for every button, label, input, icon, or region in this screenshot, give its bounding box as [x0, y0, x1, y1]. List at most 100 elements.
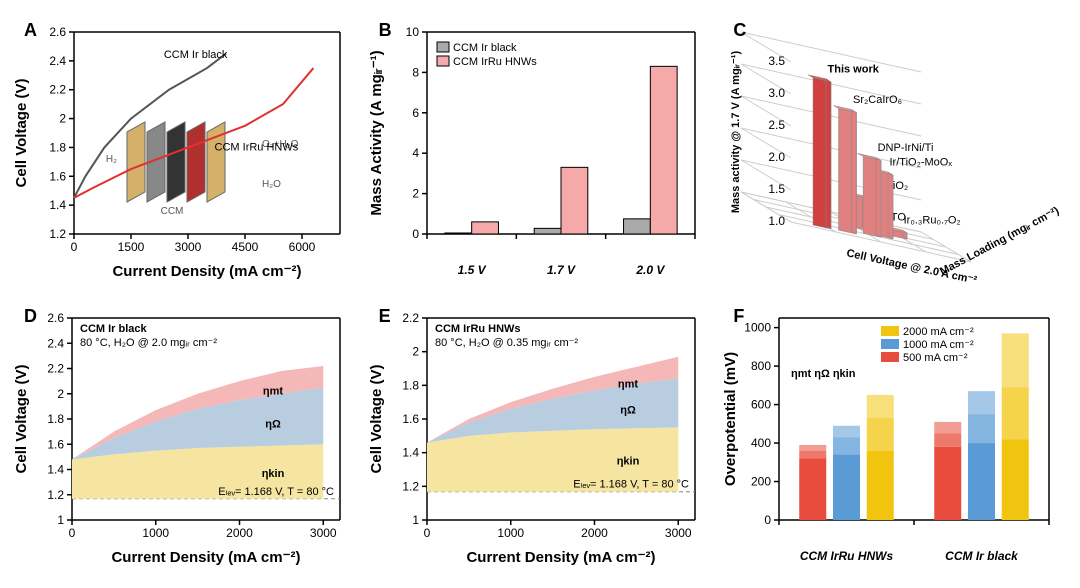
- panel-label-D: D: [24, 306, 37, 327]
- svg-text:1: 1: [412, 513, 419, 527]
- svg-text:2.2: 2.2: [47, 362, 64, 376]
- panel-label-B: B: [379, 20, 392, 41]
- svg-text:This work: This work: [828, 63, 880, 75]
- svg-text:Eₗₑᵥ= 1.168 V, T = 80 °C: Eₗₑᵥ= 1.168 V, T = 80 °C: [218, 486, 334, 498]
- svg-text:2000: 2000: [226, 526, 253, 540]
- svg-text:4: 4: [412, 146, 419, 160]
- svg-text:1.7 V: 1.7 V: [547, 263, 576, 277]
- svg-text:Sr₂CaIrO₆: Sr₂CaIrO₆: [853, 94, 902, 106]
- svg-text:2.4: 2.4: [49, 54, 66, 68]
- svg-text:1: 1: [57, 513, 64, 527]
- svg-text:4500: 4500: [232, 240, 259, 254]
- svg-text:800: 800: [751, 359, 771, 373]
- svg-text:ηΩ: ηΩ: [265, 418, 281, 430]
- chart-B: 0246810Mass Activity (A mgᵢᵣ⁻¹)1.5 V1.7 …: [367, 12, 707, 282]
- svg-text:ηΩ: ηΩ: [620, 405, 636, 417]
- svg-text:8: 8: [412, 65, 419, 79]
- svg-text:0: 0: [412, 227, 419, 241]
- svg-text:80 °C, H₂O @ 0.35 mgᵢᵣ cm⁻²: 80 °C, H₂O @ 0.35 mgᵢᵣ cm⁻²: [435, 337, 578, 349]
- svg-text:2.6: 2.6: [47, 311, 64, 325]
- svg-text:Current Density (mA cm⁻²): Current Density (mA cm⁻²): [112, 263, 301, 280]
- svg-text:2.0: 2.0: [769, 150, 786, 164]
- svg-text:1500: 1500: [118, 240, 145, 254]
- svg-text:Current Density (mA cm⁻²): Current Density (mA cm⁻²): [111, 549, 300, 566]
- svg-text:600: 600: [751, 398, 771, 412]
- panel-C: C 1.01.52.02.53.03.5Ir/ATOIr₀.₃Ru₀.₇O₂Ir…: [721, 12, 1068, 290]
- svg-text:ηmt: ηmt: [263, 386, 284, 398]
- svg-text:CCM: CCM: [161, 206, 184, 217]
- chart-C: 1.01.52.02.53.03.5Ir/ATOIr₀.₃Ru₀.₇O₂IrO₂…: [721, 12, 1061, 282]
- svg-text:DNP-IrNi/Ti: DNP-IrNi/Ti: [878, 142, 934, 154]
- svg-text:2.6: 2.6: [49, 25, 66, 39]
- panel-B: B 0246810Mass Activity (A mgᵢᵣ⁻¹)1.5 V1.…: [367, 12, 714, 290]
- svg-text:1000: 1000: [745, 321, 772, 335]
- svg-text:1.8: 1.8: [47, 412, 64, 426]
- svg-text:1.6: 1.6: [47, 437, 64, 451]
- svg-text:ηmt ηΩ ηkin: ηmt ηΩ ηkin: [791, 368, 856, 380]
- svg-text:0: 0: [765, 513, 772, 527]
- svg-text:3.5: 3.5: [769, 54, 786, 68]
- svg-text:Overpotential (mV): Overpotential (mV): [722, 352, 739, 486]
- chart-F: 0 200 400 600 800 1000 Overpotential (mV) CCM I…: [721, 298, 1061, 568]
- svg-text:1.2: 1.2: [402, 479, 419, 493]
- svg-text:2: 2: [59, 112, 66, 126]
- svg-text:2: 2: [57, 387, 64, 401]
- chart-D: 0 1000 2000 3000 1 1.2 1.4 1.6 1.8 2 2.2 2.4 2.6 Curr…: [12, 298, 352, 568]
- svg-text:CCM Ir black: CCM Ir black: [164, 49, 228, 61]
- svg-text:1.4: 1.4: [402, 446, 419, 460]
- svg-text:1.6: 1.6: [49, 169, 66, 183]
- svg-text:1.2: 1.2: [49, 227, 66, 241]
- panel-label-A: A: [24, 20, 37, 41]
- svg-text:2000: 2000: [581, 526, 608, 540]
- svg-text:Cell Voltage (V): Cell Voltage (V): [13, 79, 30, 188]
- svg-text:2: 2: [412, 187, 419, 201]
- svg-text:2.0 V: 2.0 V: [635, 263, 665, 277]
- svg-text:Mass Activity (A mgᵢᵣ⁻¹): Mass Activity (A mgᵢᵣ⁻¹): [368, 50, 385, 215]
- svg-text:1.0: 1.0: [769, 214, 786, 228]
- svg-text:0: 0: [71, 240, 78, 254]
- svg-text:ηkin: ηkin: [262, 468, 285, 480]
- panel-D: D 0 1000 2000 3000 1 1.2 1.4 1.6 1.8 2 2.2 2.4 2.6 Cu…: [12, 298, 359, 576]
- svg-text:CCM IrRu HNWs: CCM IrRu HNWs: [215, 141, 299, 153]
- svg-text:Current Density (mA cm⁻²): Current Density (mA cm⁻²): [466, 549, 655, 566]
- panel-A: A 0 1500 3000 4500 6000 1.2 1.4 1.6 1.8 2 2.2 2.4 2.…: [12, 12, 359, 290]
- svg-text:1.8: 1.8: [49, 140, 66, 154]
- svg-text:Ir/TiO₂-MoOₓ: Ir/TiO₂-MoOₓ: [890, 157, 953, 169]
- svg-text:0: 0: [69, 526, 76, 540]
- svg-text:1.5: 1.5: [769, 182, 786, 196]
- svg-text:200: 200: [751, 475, 771, 489]
- panel-label-C: C: [733, 20, 746, 41]
- svg-text:400: 400: [751, 436, 771, 450]
- svg-text:CCM Ir black: CCM Ir black: [80, 323, 148, 335]
- svg-text:H₂: H₂: [106, 154, 117, 165]
- svg-text:ηmt: ηmt: [618, 379, 639, 391]
- chart-E: 010002000300011.21.41.61.822.2Current De…: [367, 298, 707, 568]
- svg-text:1.4: 1.4: [47, 463, 64, 477]
- svg-text:2: 2: [412, 345, 419, 359]
- svg-text:Eₗₑᵥ= 1.168 V, T = 80 °C: Eₗₑᵥ= 1.168 V, T = 80 °C: [573, 479, 689, 491]
- svg-text:1.4: 1.4: [49, 198, 66, 212]
- svg-text:500 mA cm⁻²: 500 mA cm⁻²: [903, 352, 968, 364]
- svg-text:3000: 3000: [310, 526, 337, 540]
- panel-F: F 0 200 400 600 800 1000 Overpotential (mV) CCM…: [721, 298, 1068, 576]
- svg-text:1000 mA cm⁻²: 1000 mA cm⁻²: [903, 339, 974, 351]
- svg-text:1.8: 1.8: [402, 378, 419, 392]
- svg-text:CCM IrRu HNWs: CCM IrRu HNWs: [800, 549, 894, 563]
- svg-text:2.4: 2.4: [47, 336, 64, 350]
- svg-text:3000: 3000: [665, 526, 692, 540]
- svg-text:1.5 V: 1.5 V: [457, 263, 486, 277]
- svg-text:1.2: 1.2: [47, 488, 64, 502]
- svg-text:3.0: 3.0: [769, 86, 786, 100]
- svg-text:H₂O: H₂O: [262, 179, 281, 190]
- svg-text:2.2: 2.2: [402, 311, 419, 325]
- panel-label-F: F: [733, 306, 744, 327]
- svg-text:6000: 6000: [289, 240, 316, 254]
- svg-text:3000: 3000: [175, 240, 202, 254]
- svg-text:1000: 1000: [142, 526, 169, 540]
- panel-E: E 010002000300011.21.41.61.822.2Current …: [367, 298, 714, 576]
- svg-text:CCM Ir black: CCM Ir black: [453, 42, 517, 54]
- svg-text:Mass activity @ 1.7 V (A mgᵢᵣ⁻: Mass activity @ 1.7 V (A mgᵢᵣ⁻¹): [730, 51, 742, 214]
- svg-text:0: 0: [423, 526, 430, 540]
- svg-text:2.2: 2.2: [49, 83, 66, 97]
- svg-text:Cell Voltage (V): Cell Voltage (V): [13, 365, 30, 474]
